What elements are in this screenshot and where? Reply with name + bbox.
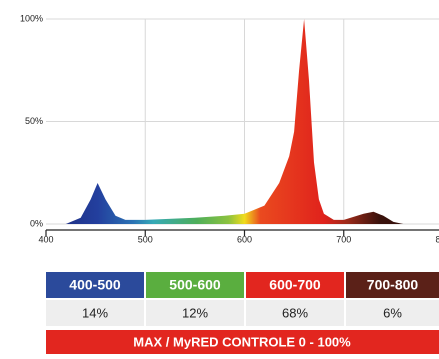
y-tick-label: 100% (20, 13, 43, 23)
y-tick-label: 0% (30, 218, 43, 228)
band-header (46, 272, 144, 298)
y-tick-label: 50% (25, 116, 43, 126)
x-tick-label: 400 (38, 234, 53, 244)
band-cell (246, 300, 344, 326)
banner (46, 330, 439, 354)
band-value: 12% (182, 305, 208, 320)
band-label: 700-800 (367, 277, 419, 293)
band-label: 400-500 (69, 277, 121, 293)
x-tick-label: 600 (237, 234, 252, 244)
band-value: 68% (282, 305, 308, 320)
band-header (146, 272, 244, 298)
x-tick-label: 700 (336, 234, 351, 244)
band-value: 6% (383, 305, 402, 320)
band-value: 14% (82, 305, 108, 320)
band-cell (46, 300, 144, 326)
band-cell (146, 300, 244, 326)
band-label: 600-700 (269, 277, 321, 293)
band-label: 500-600 (169, 277, 221, 293)
band-cell (346, 300, 439, 326)
x-tick-label: 500 (138, 234, 153, 244)
band-header (246, 272, 344, 298)
x-tick-label: 800 (435, 234, 439, 244)
banner-text: MAX / MyRED CONTROLE 0 - 100% (133, 334, 351, 349)
band-header (346, 272, 439, 298)
